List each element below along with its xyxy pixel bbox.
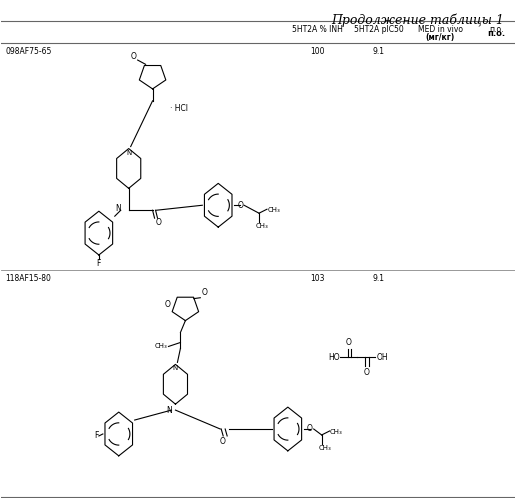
Text: CH₃: CH₃ <box>319 445 331 451</box>
Text: 9.1: 9.1 <box>373 47 384 56</box>
Text: O: O <box>201 288 207 297</box>
Text: OH: OH <box>376 353 388 362</box>
Text: 9.1: 9.1 <box>373 274 384 283</box>
Text: CH₃: CH₃ <box>155 343 168 349</box>
Text: 5HT2A pIC50: 5HT2A pIC50 <box>354 25 404 34</box>
Text: · HCl: · HCl <box>170 104 188 113</box>
Text: CH₃: CH₃ <box>268 207 281 213</box>
Text: N: N <box>167 406 172 415</box>
Text: HO: HO <box>328 353 340 362</box>
Text: 118AF15-80: 118AF15-80 <box>5 274 51 283</box>
Text: F: F <box>96 259 101 268</box>
Text: F: F <box>94 432 99 441</box>
Text: MED in vivo: MED in vivo <box>417 25 463 34</box>
Text: 098AF75-65: 098AF75-65 <box>5 47 52 56</box>
Text: CH₃: CH₃ <box>330 429 342 435</box>
Text: Продолжение таблицы 1: Продолжение таблицы 1 <box>331 13 504 27</box>
Text: 5HT2A % INH: 5HT2A % INH <box>292 25 343 34</box>
Text: N: N <box>126 150 132 156</box>
Text: O: O <box>219 437 225 446</box>
Text: O: O <box>307 425 313 434</box>
Text: 103: 103 <box>310 274 324 283</box>
Text: CH₃: CH₃ <box>256 223 269 229</box>
Text: N: N <box>115 204 121 213</box>
Text: O: O <box>346 338 351 347</box>
Text: п.о.: п.о. <box>489 25 504 34</box>
Text: O: O <box>131 52 137 61</box>
Text: O: O <box>363 368 369 377</box>
Text: 100: 100 <box>310 47 324 56</box>
Text: N: N <box>173 365 178 371</box>
Text: п.о.: п.о. <box>488 29 506 38</box>
Text: O: O <box>237 201 243 210</box>
Text: O: O <box>155 218 162 227</box>
Text: O: O <box>165 300 170 309</box>
Text: (мг/кг): (мг/кг) <box>426 33 455 42</box>
